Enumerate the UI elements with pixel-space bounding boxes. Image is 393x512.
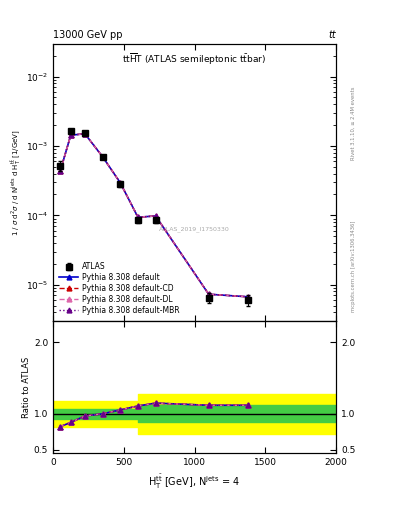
Text: mcplots.cern.ch [arXiv:1306.3436]: mcplots.cern.ch [arXiv:1306.3436]: [351, 221, 356, 312]
X-axis label: H$_{\rm T}^{\rm t\bar{t}}$ [GeV], N$^{\rm jets}$ = 4: H$_{\rm T}^{\rm t\bar{t}}$ [GeV], N$^{\r…: [149, 473, 241, 491]
Pythia 8.308 default-MBR: [153, 213, 158, 219]
Line: Pythia 8.308 default-MBR: Pythia 8.308 default-MBR: [58, 132, 250, 299]
Pythia 8.308 default-CD: [100, 154, 105, 160]
Line: Pythia 8.308 default-CD: Pythia 8.308 default-CD: [58, 132, 250, 299]
Pythia 8.308 default: [68, 132, 73, 138]
Pythia 8.308 default: [100, 154, 105, 160]
Pythia 8.308 default-CD: [153, 213, 158, 219]
Pythia 8.308 default-DL: [100, 154, 105, 160]
Pythia 8.308 default-CD: [118, 180, 123, 186]
Line: Pythia 8.308 default-DL: Pythia 8.308 default-DL: [58, 132, 250, 299]
Pythia 8.308 default: [58, 168, 62, 175]
Pythia 8.308 default-CD: [83, 131, 87, 137]
Pythia 8.308 default-MBR: [83, 131, 87, 137]
Y-axis label: Ratio to ATLAS: Ratio to ATLAS: [22, 356, 31, 418]
Pythia 8.308 default-DL: [118, 180, 123, 186]
Text: ATLAS_2019_I1750330: ATLAS_2019_I1750330: [159, 226, 230, 232]
Pythia 8.308 default-CD: [136, 214, 140, 220]
Pythia 8.308 default: [83, 131, 87, 137]
Text: tt: tt: [328, 30, 336, 40]
Pythia 8.308 default-MBR: [58, 168, 62, 175]
Text: tt$\overline{\rm H}$T (ATLAS semileptonic t$\bar{\rm t}$bar): tt$\overline{\rm H}$T (ATLAS semileptoni…: [123, 52, 266, 67]
Pythia 8.308 default-MBR: [68, 132, 73, 138]
Pythia 8.308 default-CD: [58, 168, 62, 175]
Pythia 8.308 default-DL: [83, 131, 87, 137]
Pythia 8.308 default-DL: [153, 213, 158, 219]
Pythia 8.308 default-CD: [206, 291, 211, 297]
Pythia 8.308 default: [153, 213, 158, 219]
Line: Pythia 8.308 default: Pythia 8.308 default: [58, 132, 250, 299]
Pythia 8.308 default-DL: [58, 168, 62, 175]
Pythia 8.308 default-MBR: [118, 180, 123, 186]
Text: Rivet 3.1.10, ≥ 2.4M events: Rivet 3.1.10, ≥ 2.4M events: [351, 86, 356, 160]
Pythia 8.308 default-CD: [245, 294, 250, 300]
Pythia 8.308 default-MBR: [136, 214, 140, 220]
Pythia 8.308 default-DL: [68, 132, 73, 138]
Pythia 8.308 default-DL: [206, 291, 211, 297]
Y-axis label: 1 / $\sigma$ d$^2\sigma$ / d N$^{\rm jets}$ d H$_{\rm T}^{\rm t\bar{t}}$ [1/GeV]: 1 / $\sigma$ d$^2\sigma$ / d N$^{\rm jet…: [10, 129, 23, 236]
Pythia 8.308 default: [245, 294, 250, 300]
Pythia 8.308 default: [136, 214, 140, 220]
Text: 13000 GeV pp: 13000 GeV pp: [53, 30, 123, 40]
Pythia 8.308 default: [118, 180, 123, 186]
Pythia 8.308 default-DL: [136, 214, 140, 220]
Pythia 8.308 default-MBR: [100, 154, 105, 160]
Pythia 8.308 default-MBR: [245, 294, 250, 300]
Pythia 8.308 default-DL: [245, 294, 250, 300]
Pythia 8.308 default-CD: [68, 132, 73, 138]
Legend: ATLAS, Pythia 8.308 default, Pythia 8.308 default-CD, Pythia 8.308 default-DL, P: ATLAS, Pythia 8.308 default, Pythia 8.30…: [57, 260, 182, 317]
Pythia 8.308 default-MBR: [206, 291, 211, 297]
Pythia 8.308 default: [206, 291, 211, 297]
